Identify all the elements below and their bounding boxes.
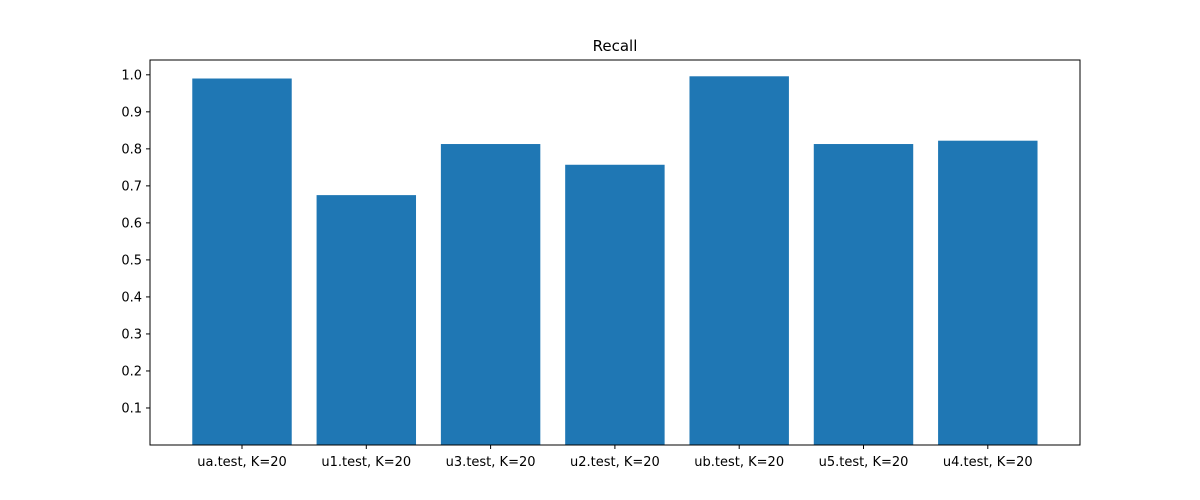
y-tick-label: 1.0 [121,68,142,83]
y-tick-label: 0.9 [121,105,142,120]
x-tick-label: u4.test, K=20 [943,455,1033,470]
bar-4 [689,76,789,445]
y-tick-label: 0.3 [121,327,142,342]
chart-title: Recall [593,37,638,55]
x-tick-label: u1.test, K=20 [321,455,411,470]
plot-frame [149,59,1081,446]
bar-0 [192,78,292,445]
y-tick-label: 0.1 [121,401,142,416]
bar-1 [316,195,417,445]
x-axis: ua.test, K=20 u1.test, K=20 u3.test, K=20 u… [197,445,1033,470]
bar-2 [440,144,541,445]
y-tick-label: 0.8 [121,142,142,157]
y-tick-label: 0.5 [121,253,142,268]
y-axis: 0.1 0.2 0.3 0.4 0.5 0.6 0.7 0.8 0.9 1.0 [121,68,150,416]
x-tick-label: u3.test, K=20 [446,455,536,470]
y-tick-label: 0.2 [121,364,142,379]
bar-3 [565,164,665,445]
y-tick-label: 0.7 [121,179,142,194]
x-tick-label: u2.test, K=20 [570,455,660,470]
bar-5 [813,144,914,445]
y-tick-label: 0.4 [121,290,142,305]
bar-6 [938,140,1038,445]
y-tick-label: 0.6 [121,216,142,231]
x-tick-label: ub.test, K=20 [694,455,784,470]
bars-layer [192,76,1038,445]
x-tick-label: ua.test, K=20 [197,455,287,470]
x-tick-label: u5.test, K=20 [819,455,909,470]
